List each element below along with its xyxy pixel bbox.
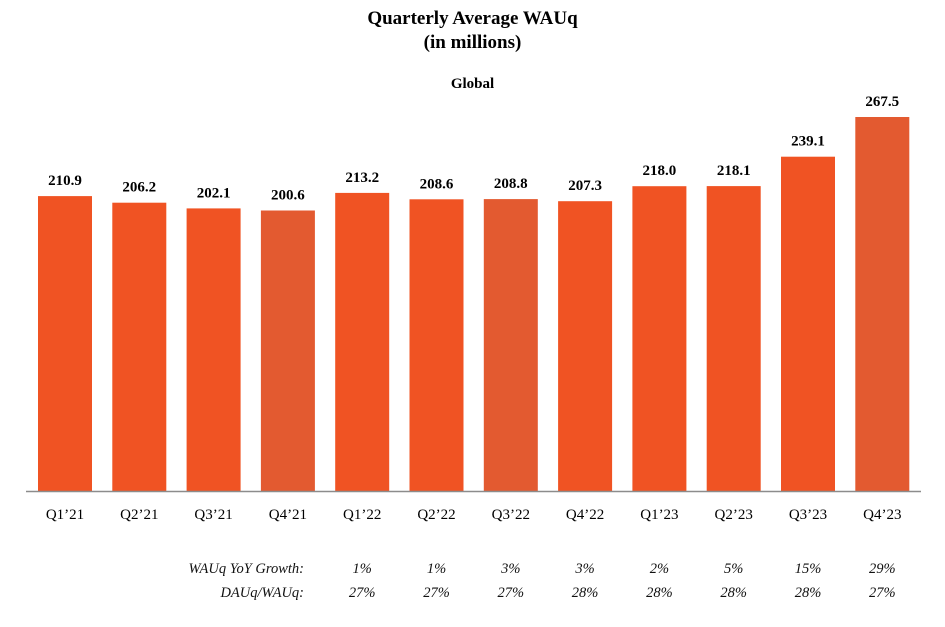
bar-9 xyxy=(706,186,761,491)
value-label-11: 267.5 xyxy=(865,94,899,110)
table-cell-0-1: 1% xyxy=(427,561,446,577)
x-tick-label-8: Q1’23 xyxy=(640,507,678,523)
x-tick-label-2: Q3’21 xyxy=(194,507,232,523)
x-tick-label-9: Q2’23 xyxy=(715,507,753,523)
bar-8 xyxy=(632,186,687,491)
chart-title: Quarterly Average WAUq xyxy=(367,8,578,29)
value-label-3: 200.6 xyxy=(271,188,305,204)
bar-11 xyxy=(855,117,910,491)
value-label-7: 207.3 xyxy=(568,178,602,194)
bar-3 xyxy=(260,210,315,491)
value-label-4: 213.2 xyxy=(345,170,379,186)
x-tick-labels-group: Q1’21 Q2’21 Q3’21 Q4’21 Q1’22 Q2’22 Q3’22 Q4’22… xyxy=(46,507,902,523)
bar-6 xyxy=(483,199,538,491)
table-cell-0-0: 1% xyxy=(353,561,372,577)
bar-4 xyxy=(335,192,390,491)
chart-subtitle: Global xyxy=(450,76,495,92)
value-label-10: 239.1 xyxy=(791,134,825,150)
value-label-5: 208.6 xyxy=(420,176,454,192)
table-cell-0-4: 2% xyxy=(650,561,669,577)
x-tick-label-10: Q3’23 xyxy=(789,507,827,523)
x-tick-label-3: Q4’21 xyxy=(269,507,307,523)
bar-2 xyxy=(186,208,241,491)
value-label-2: 202.1 xyxy=(197,185,231,201)
table-cell-1-0: 27% xyxy=(349,585,376,601)
table-cell-1-5: 28% xyxy=(720,585,747,601)
table-cell-1-7: 27% xyxy=(869,585,896,601)
table-cell-0-6: 15% xyxy=(795,561,822,577)
table-row-label-0: WAUq YoY Growth: xyxy=(188,561,304,577)
x-tick-label-6: Q3’22 xyxy=(492,507,530,523)
value-label-8: 218.0 xyxy=(643,163,677,179)
value-label-6: 208.8 xyxy=(494,176,528,192)
bar-0 xyxy=(38,196,92,491)
table-cell-1-2: 27% xyxy=(498,585,525,601)
bar-10 xyxy=(781,156,835,491)
x-tick-label-4: Q1’22 xyxy=(343,507,381,523)
bars-group xyxy=(38,117,910,492)
value-label-1: 206.2 xyxy=(122,180,156,196)
x-tick-label-11: Q4’23 xyxy=(863,507,901,523)
bar-5 xyxy=(409,199,464,492)
table-cell-1-6: 28% xyxy=(795,585,822,601)
x-tick-label-0: Q1’21 xyxy=(46,507,84,523)
x-tick-label-7: Q4’22 xyxy=(566,507,604,523)
table-cell-0-3: 3% xyxy=(574,561,594,577)
x-tick-label-1: Q2’21 xyxy=(120,507,158,523)
table-cell-1-1: 27% xyxy=(423,585,450,601)
table-cell-1-3: 28% xyxy=(572,585,599,601)
table-cell-0-2: 3% xyxy=(500,561,520,577)
metrics-table: WAUq YoY Growth: 1% 1% 3% 3% 2% 5% 15% 29% DAUq/W… xyxy=(188,561,895,601)
chart-title-units: (in millions) xyxy=(423,32,522,53)
value-label-0: 210.9 xyxy=(48,173,82,189)
table-cell-0-5: 5% xyxy=(724,561,743,577)
table-cell-0-7: 29% xyxy=(869,561,896,577)
bar-1 xyxy=(112,202,167,491)
x-tick-label-5: Q2’22 xyxy=(417,507,455,523)
value-labels-group: 210.9 206.2 202.1 200.6 213.2 208.6 208.8 207.3… xyxy=(48,94,899,204)
value-label-9: 218.1 xyxy=(717,163,751,179)
table-cell-1-4: 28% xyxy=(646,585,673,601)
table-row-label-1: DAUq/WAUq: xyxy=(219,585,304,601)
bar-7 xyxy=(558,201,613,491)
